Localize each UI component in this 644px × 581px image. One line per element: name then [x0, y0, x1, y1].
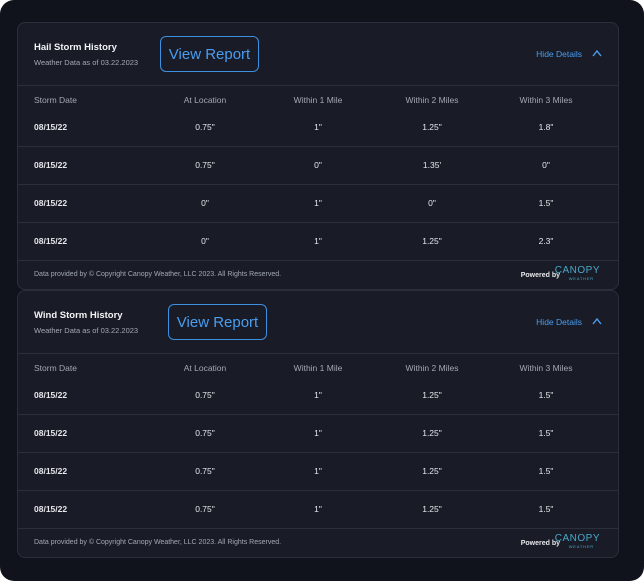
table-cell: 08/15/22 [34, 390, 68, 400]
table-cell: 0.75" [195, 160, 215, 170]
table-cell: 1" [314, 122, 322, 132]
table-cell: 1.5" [538, 390, 554, 400]
column-header: Within 1 Mile [293, 363, 343, 373]
table-cell: 0" [314, 160, 322, 170]
hide-details-toggle[interactable]: Hide Details [536, 317, 582, 327]
column-header: Within 1 Mile [293, 95, 343, 105]
table-cell: 0" [201, 198, 209, 208]
table-cell: 0.75" [195, 466, 215, 476]
hide-details-toggle[interactable]: Hide Details [536, 49, 582, 59]
column-header: Within 3 Miles [519, 363, 573, 373]
row-divider [18, 146, 618, 147]
table-cell: 08/15/22 [34, 198, 68, 208]
table-cell: 1.5" [538, 504, 554, 514]
logo-sub: WEATHER [568, 276, 594, 281]
row-divider [18, 414, 618, 415]
logo-sub: WEATHER [568, 544, 594, 549]
table-cell: 08/15/22 [34, 122, 68, 132]
table-cell: 08/15/22 [34, 466, 68, 476]
powered-by: Powered by [520, 540, 560, 547]
footer-text: Data provided by © Copyright Canopy Weat… [34, 539, 282, 546]
divider [18, 353, 618, 354]
view-report-button[interactable]: View Report [168, 304, 267, 340]
table-cell: 1" [314, 428, 322, 438]
row-divider [18, 452, 618, 453]
table-cell: 1.25" [422, 122, 442, 132]
table-cell: 08/15/22 [34, 504, 68, 514]
table-cell: 08/15/22 [34, 236, 68, 246]
footer-text: Data provided by © Copyright Canopy Weat… [34, 271, 282, 278]
table-cell: 1.5" [538, 428, 554, 438]
panel-title: Wind Storm History [34, 310, 123, 321]
column-header: Storm Date [34, 95, 77, 105]
table-cell: 08/15/22 [34, 160, 68, 170]
row-divider [18, 184, 618, 185]
table-cell: 2.3" [538, 236, 554, 246]
table-cell: 0.75" [195, 122, 215, 132]
column-header: Within 2 Miles [405, 363, 459, 373]
table-cell: 1.25" [422, 428, 442, 438]
row-divider [18, 222, 618, 223]
table-cell: 0" [428, 198, 436, 208]
table-cell: 1.8" [538, 122, 554, 132]
table-cell: 1" [314, 390, 322, 400]
chevron-icon[interactable] [592, 317, 602, 325]
powered-by: Powered by [520, 272, 560, 279]
table-cell: 1.5" [538, 198, 554, 208]
table-cell: 1.25" [422, 466, 442, 476]
row-divider [18, 528, 618, 529]
table-cell: 08/15/22 [34, 428, 68, 438]
column-header: Storm Date [34, 363, 77, 373]
logo: CANOPY [554, 533, 600, 544]
view-report-button[interactable]: View Report [160, 36, 259, 72]
divider [18, 85, 618, 86]
table-cell: 1" [314, 466, 322, 476]
table-cell: 1.35' [422, 160, 442, 170]
table-cell: 1" [314, 236, 322, 246]
table-cell: 1" [314, 504, 322, 514]
panel: Wind Storm History Weather Data as of 03.… [17, 290, 619, 558]
table-cell: 0.75" [195, 428, 215, 438]
table-cell: 0" [201, 236, 209, 246]
column-header: At Location [183, 95, 227, 105]
chevron-icon[interactable] [592, 49, 602, 57]
table-cell: 1.25" [422, 504, 442, 514]
row-divider [18, 260, 618, 261]
table-cell: 0" [542, 160, 550, 170]
table-cell: 1.25" [422, 390, 442, 400]
panel: Hail Storm History Weather Data as of 03.… [17, 22, 619, 290]
table-cell: 1.25" [422, 236, 442, 246]
column-header: At Location [183, 363, 227, 373]
panel-subtitle: Weather Data as of 03.22.2023 [34, 326, 139, 335]
column-header: Within 2 Miles [405, 95, 459, 105]
column-header: Within 3 Miles [519, 95, 573, 105]
logo: CANOPY [554, 265, 600, 276]
panel-subtitle: Weather Data as of 03.22.2023 [34, 58, 139, 67]
table-cell: 0.75" [195, 504, 215, 514]
row-divider [18, 490, 618, 491]
panel-title: Hail Storm History [34, 42, 117, 53]
table-cell: 1" [314, 198, 322, 208]
table-cell: 0.75" [195, 390, 215, 400]
table-cell: 1.5" [538, 466, 554, 476]
